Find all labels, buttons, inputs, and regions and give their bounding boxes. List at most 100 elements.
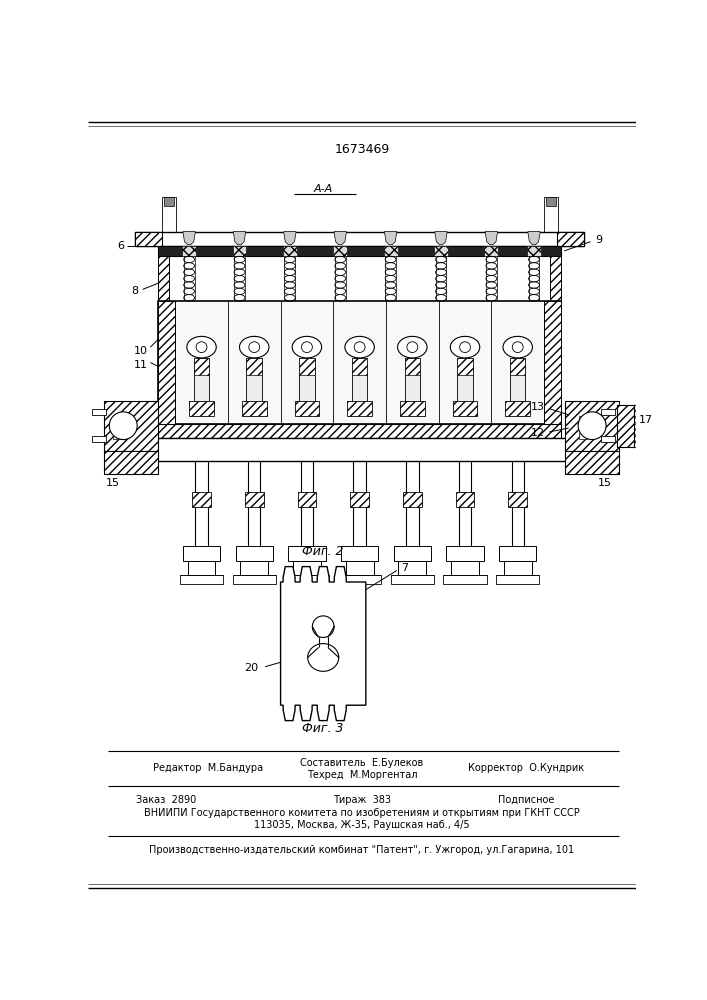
Circle shape	[407, 342, 418, 353]
Bar	[104, 401, 158, 451]
Bar	[158, 301, 561, 424]
Ellipse shape	[240, 336, 269, 358]
Bar	[288, 546, 325, 561]
Bar	[391, 575, 434, 584]
Bar	[404, 358, 420, 375]
Bar	[247, 358, 262, 405]
Text: Заказ  2890: Заказ 2890	[136, 795, 196, 805]
Bar	[104, 451, 158, 474]
Text: ВНИИПИ Государственного комитета по изобретениям и открытиям при ГКНТ СССР: ВНИИПИ Государственного комитета по изоб…	[144, 808, 580, 818]
Bar	[164, 197, 174, 206]
Bar	[400, 401, 425, 416]
Polygon shape	[284, 232, 296, 245]
Bar	[92, 409, 106, 415]
Text: 15: 15	[106, 478, 120, 488]
Bar	[182, 246, 196, 256]
Bar	[504, 561, 532, 575]
Bar	[158, 424, 561, 438]
Bar	[602, 409, 615, 415]
Bar	[162, 197, 176, 239]
Circle shape	[249, 342, 259, 353]
Bar	[384, 246, 397, 256]
Text: 6: 6	[117, 241, 124, 251]
Bar	[569, 438, 592, 461]
Circle shape	[110, 412, 137, 440]
Ellipse shape	[187, 336, 216, 358]
Text: 11: 11	[134, 360, 148, 370]
Text: Тираж  383: Тираж 383	[333, 795, 391, 805]
Bar	[617, 405, 634, 447]
Text: 13: 13	[531, 402, 545, 412]
Bar	[565, 451, 619, 474]
Bar	[394, 546, 431, 561]
Bar	[183, 546, 220, 561]
Bar	[233, 575, 276, 584]
Bar	[346, 561, 373, 575]
Bar	[443, 575, 486, 584]
Bar	[247, 358, 262, 375]
Bar	[499, 546, 537, 561]
Text: 12: 12	[531, 428, 545, 438]
Bar	[404, 358, 420, 405]
Bar	[92, 436, 106, 442]
Bar	[352, 358, 368, 375]
Text: 7: 7	[401, 563, 408, 573]
Text: Производственно-издательский комбинат "Патент", г. Ужгород, ул.Гагарина, 101: Производственно-издательский комбинат "П…	[149, 845, 575, 855]
Bar	[510, 358, 525, 375]
Bar	[565, 451, 619, 474]
Bar	[579, 416, 587, 422]
Text: Техред  М.Моргентал: Техред М.Моргентал	[307, 770, 417, 780]
Bar	[602, 436, 615, 442]
Polygon shape	[435, 232, 448, 245]
Bar	[508, 492, 527, 507]
Bar	[557, 232, 585, 246]
Bar	[158, 301, 175, 424]
Bar	[187, 561, 216, 575]
Bar	[298, 492, 316, 507]
Bar	[550, 256, 561, 301]
Bar	[104, 451, 158, 474]
Bar	[285, 575, 329, 584]
Polygon shape	[281, 567, 366, 721]
Bar	[158, 246, 561, 256]
Bar	[351, 492, 369, 507]
Bar	[451, 561, 479, 575]
Bar	[496, 575, 539, 584]
Text: Составитель  Е.Булеков: Составитель Е.Булеков	[300, 758, 423, 768]
Bar	[233, 246, 247, 256]
Bar	[104, 401, 158, 451]
Text: 15: 15	[598, 478, 612, 488]
Polygon shape	[485, 232, 498, 245]
Bar	[180, 575, 223, 584]
Bar	[192, 492, 211, 507]
Ellipse shape	[292, 336, 322, 358]
Text: Редактор  М.Бандура: Редактор М.Бандура	[153, 763, 264, 773]
Ellipse shape	[345, 336, 374, 358]
Bar	[242, 401, 267, 416]
Bar	[347, 401, 372, 416]
Bar	[484, 246, 498, 256]
Bar	[135, 438, 158, 461]
Text: Подписное: Подписное	[498, 795, 554, 805]
Bar	[158, 256, 169, 301]
Circle shape	[196, 342, 207, 353]
Ellipse shape	[450, 336, 480, 358]
Text: 9: 9	[595, 235, 602, 245]
Bar	[403, 492, 421, 507]
Bar	[235, 546, 273, 561]
Bar	[452, 401, 477, 416]
Bar	[579, 433, 587, 439]
Bar	[240, 561, 268, 575]
Bar	[398, 561, 426, 575]
Bar	[457, 358, 473, 375]
Polygon shape	[233, 232, 246, 245]
Bar	[506, 401, 530, 416]
Text: Фиг. 2: Фиг. 2	[303, 545, 344, 558]
Text: 17: 17	[639, 415, 653, 425]
Bar	[338, 575, 381, 584]
Circle shape	[354, 342, 365, 353]
Text: Фиг. 3: Фиг. 3	[303, 722, 344, 735]
Bar	[135, 232, 585, 246]
Bar	[293, 561, 321, 575]
Bar	[283, 246, 297, 256]
